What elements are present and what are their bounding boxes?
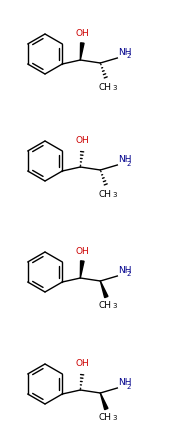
Text: CH: CH — [99, 190, 112, 199]
Text: CH: CH — [99, 413, 112, 422]
Text: NH: NH — [118, 266, 132, 275]
Text: 2: 2 — [127, 53, 131, 59]
Text: 2: 2 — [127, 271, 131, 278]
Text: 2: 2 — [127, 160, 131, 166]
Text: CH: CH — [99, 301, 112, 310]
Text: OH: OH — [76, 29, 89, 38]
Text: NH: NH — [118, 155, 132, 164]
Text: 2: 2 — [127, 384, 131, 389]
Polygon shape — [100, 393, 108, 410]
Text: OH: OH — [76, 136, 89, 145]
Polygon shape — [100, 281, 108, 297]
Text: 3: 3 — [113, 192, 117, 198]
Polygon shape — [80, 43, 84, 60]
Text: NH: NH — [118, 48, 132, 57]
Polygon shape — [80, 261, 84, 278]
Text: NH: NH — [118, 378, 132, 387]
Text: CH: CH — [99, 83, 112, 92]
Text: 3: 3 — [113, 85, 117, 91]
Text: OH: OH — [76, 359, 89, 368]
Text: 3: 3 — [113, 303, 117, 309]
Text: OH: OH — [76, 247, 89, 256]
Text: 3: 3 — [113, 415, 117, 421]
